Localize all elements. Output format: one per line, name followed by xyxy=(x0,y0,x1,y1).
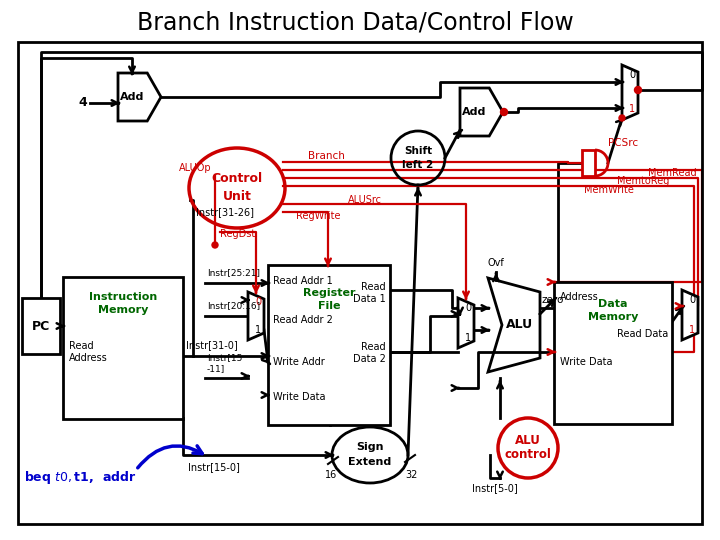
Text: MemtoReg: MemtoReg xyxy=(617,176,670,186)
Bar xyxy=(18,42,702,524)
Text: 1: 1 xyxy=(629,104,635,114)
Text: Instruction: Instruction xyxy=(89,292,157,302)
Text: Shift: Shift xyxy=(404,146,432,156)
Text: PCSrc: PCSrc xyxy=(608,138,638,148)
Text: 0: 0 xyxy=(629,70,635,80)
FancyArrowPatch shape xyxy=(138,446,202,468)
Text: ALU: ALU xyxy=(505,319,533,332)
Text: Write Data: Write Data xyxy=(273,392,325,402)
Text: Memory: Memory xyxy=(98,305,148,315)
Text: 1: 1 xyxy=(689,325,695,335)
Text: 16: 16 xyxy=(325,470,337,480)
Text: Instr[31-0]: Instr[31-0] xyxy=(186,340,238,350)
Text: Read Data: Read Data xyxy=(617,329,668,339)
Text: ALUSrc: ALUSrc xyxy=(348,195,382,205)
Text: Branch Instruction Data/Control Flow: Branch Instruction Data/Control Flow xyxy=(137,10,573,34)
Text: 32: 32 xyxy=(406,470,418,480)
Text: control: control xyxy=(505,449,552,462)
Text: Instr[15-0]: Instr[15-0] xyxy=(188,462,240,472)
Text: Instr[5-0]: Instr[5-0] xyxy=(472,483,518,493)
Text: PC: PC xyxy=(32,320,50,333)
Text: Address: Address xyxy=(560,292,599,302)
Text: Read
Address: Read Address xyxy=(69,341,108,363)
Text: 0: 0 xyxy=(465,303,471,313)
Text: Add: Add xyxy=(120,92,144,102)
Text: Register: Register xyxy=(302,288,355,298)
Text: Read Addr 1: Read Addr 1 xyxy=(273,276,333,286)
Text: Memory: Memory xyxy=(588,312,638,322)
Text: Add: Add xyxy=(462,107,486,117)
Text: Instr[25:21]: Instr[25:21] xyxy=(207,268,260,277)
Text: 0: 0 xyxy=(255,297,261,307)
Polygon shape xyxy=(682,290,698,340)
Circle shape xyxy=(212,242,218,248)
Text: Instr[15
-11]: Instr[15 -11] xyxy=(207,354,243,373)
Polygon shape xyxy=(458,298,474,348)
Bar xyxy=(63,277,183,419)
Text: Sign: Sign xyxy=(356,442,384,452)
Circle shape xyxy=(500,109,508,116)
Text: Control: Control xyxy=(212,172,263,186)
Text: Instr[31-26]: Instr[31-26] xyxy=(196,207,254,217)
Text: 1: 1 xyxy=(255,325,261,335)
Polygon shape xyxy=(248,292,264,340)
Text: beq $t0,$t1,  addr: beq $t0,$t1, addr xyxy=(24,469,137,487)
Text: zero: zero xyxy=(542,295,564,305)
Text: Unit: Unit xyxy=(222,190,251,202)
Text: 0: 0 xyxy=(689,295,695,305)
Text: Read
Data 2: Read Data 2 xyxy=(353,342,386,364)
Circle shape xyxy=(634,86,642,93)
Text: left 2: left 2 xyxy=(402,160,433,170)
Bar xyxy=(22,298,60,354)
Text: MemWrite: MemWrite xyxy=(584,185,634,195)
Bar xyxy=(268,265,390,425)
Text: RegWrite: RegWrite xyxy=(296,211,341,221)
Bar xyxy=(582,150,595,176)
Text: Branch: Branch xyxy=(308,151,345,161)
Text: Write Data: Write Data xyxy=(560,357,613,367)
Text: ALUOp: ALUOp xyxy=(179,163,212,173)
Text: Data: Data xyxy=(598,299,628,309)
Text: Read Addr 2: Read Addr 2 xyxy=(273,315,333,325)
Text: File: File xyxy=(318,301,341,311)
Text: Read
Data 1: Read Data 1 xyxy=(354,282,386,304)
Bar xyxy=(554,282,672,424)
Text: 1: 1 xyxy=(465,333,471,343)
Text: 4: 4 xyxy=(78,97,87,110)
Text: ALU: ALU xyxy=(515,434,541,447)
Text: MemRead: MemRead xyxy=(648,168,697,178)
Text: Ovf: Ovf xyxy=(487,258,505,268)
Text: Instr[20:16]: Instr[20:16] xyxy=(207,301,260,310)
Text: Write Addr: Write Addr xyxy=(273,357,325,367)
Circle shape xyxy=(619,115,625,121)
Text: RegDst: RegDst xyxy=(220,229,256,239)
Text: Extend: Extend xyxy=(348,457,392,467)
Polygon shape xyxy=(622,65,638,120)
